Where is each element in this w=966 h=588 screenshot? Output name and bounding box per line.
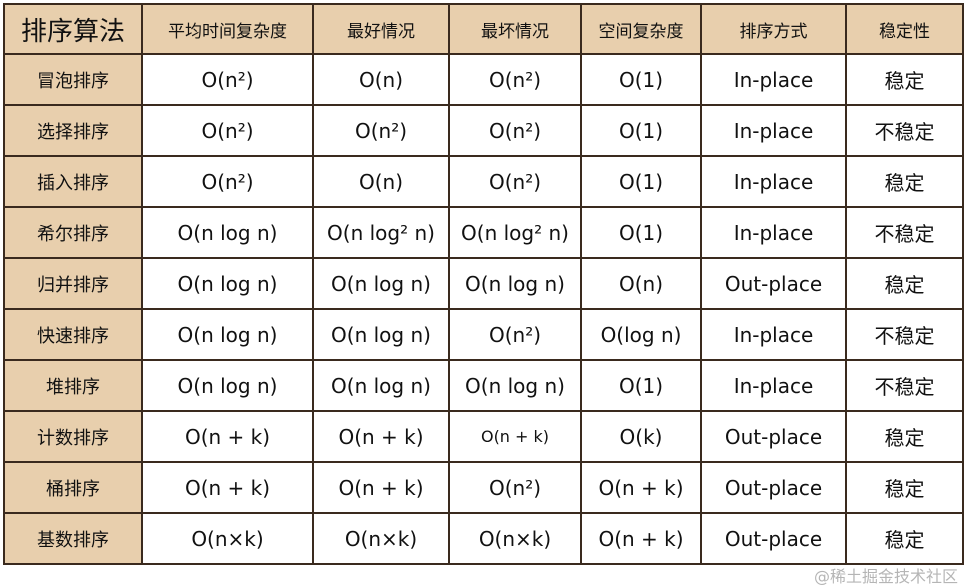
cell-space: O(log n) [580,308,702,361]
cell-worst-case: O(n log n) [448,359,582,412]
cell-space: O(1) [580,155,702,208]
header-worst-case: 最坏情况 [448,3,582,55]
cell-stability: 不稳定 [845,206,964,259]
cell-stability: 不稳定 [845,104,964,157]
cell-worst-case: O(n²) [448,155,582,208]
cell-best-case: O(n²) [312,104,450,157]
table-row: 堆排序 O(n log n) O(n log n) O(n log n) O(1) In-… [3,359,964,412]
cell-algorithm-name: 快速排序 [3,308,143,361]
cell-algorithm-name: 插入排序 [3,155,143,208]
cell-sort-mode: Out-place [700,512,847,565]
cell-sort-mode: In-place [700,359,847,412]
cell-space: O(1) [580,53,702,106]
cell-space: O(1) [580,359,702,412]
cell-sort-mode: In-place [700,155,847,208]
cell-average-time: O(n log n) [141,257,314,310]
table-row: 计数排序 O(n + k) O(n + k) O(n + k) O(k) Out-plac… [3,410,964,463]
table-row: 希尔排序 O(n log n) O(n log² n) O(n log² n) O(1)… [3,206,964,259]
cell-average-time: O(n×k) [141,512,314,565]
cell-stability: 稳定 [845,512,964,565]
cell-algorithm-name: 冒泡排序 [3,53,143,106]
table-row: 快速排序 O(n log n) O(n log n) O(n²) O(log n) In-… [3,308,964,361]
cell-average-time: O(n + k) [141,410,314,463]
cell-sort-mode: In-place [700,308,847,361]
cell-sort-mode: In-place [700,53,847,106]
cell-average-time: O(n²) [141,155,314,208]
cell-average-time: O(n log n) [141,359,314,412]
cell-sort-mode: Out-place [700,461,847,514]
cell-worst-case: O(n×k) [448,512,582,565]
header-row: 排序算法 平均时间复杂度 最好情况 最坏情况 空间复杂度 排序方式 稳定性 [3,3,964,55]
cell-space: O(k) [580,410,702,463]
cell-algorithm-name: 堆排序 [3,359,143,412]
cell-algorithm-name: 桶排序 [3,461,143,514]
cell-best-case: O(n log² n) [312,206,450,259]
cell-best-case: O(n×k) [312,512,450,565]
cell-stability: 稳定 [845,410,964,463]
cell-best-case: O(n log n) [312,359,450,412]
cell-algorithm-name: 基数排序 [3,512,143,565]
cell-average-time: O(n²) [141,53,314,106]
cell-best-case: O(n) [312,53,450,106]
cell-stability: 稳定 [845,155,964,208]
cell-space: O(n + k) [580,461,702,514]
cell-best-case: O(n + k) [312,410,450,463]
cell-worst-case: O(n²) [448,53,582,106]
cell-algorithm-name: 希尔排序 [3,206,143,259]
header-average-time: 平均时间复杂度 [141,3,314,55]
cell-stability: 不稳定 [845,359,964,412]
table-row: 冒泡排序 O(n²) O(n) O(n²) O(1) In-place 稳定 [3,53,964,106]
table-row: 插入排序 O(n²) O(n) O(n²) O(1) In-place 稳定 [3,155,964,208]
cell-best-case: O(n + k) [312,461,450,514]
cell-stability: 稳定 [845,461,964,514]
table-row: 基数排序 O(n×k) O(n×k) O(n×k) O(n + k) Out-place 稳… [3,512,964,565]
cell-stability: 稳定 [845,257,964,310]
cell-sort-mode: Out-place [700,410,847,463]
cell-sort-mode: Out-place [700,257,847,310]
table-row: 选择排序 O(n²) O(n²) O(n²) O(1) In-place 不稳定 [3,104,964,157]
cell-average-time: O(n log n) [141,308,314,361]
cell-stability: 不稳定 [845,308,964,361]
cell-stability: 稳定 [845,53,964,106]
cell-algorithm-name: 计数排序 [3,410,143,463]
cell-space: O(1) [580,104,702,157]
header-best-case: 最好情况 [312,3,450,55]
cell-space: O(n) [580,257,702,310]
cell-worst-case: O(n²) [448,308,582,361]
table-row: 归并排序 O(n log n) O(n log n) O(n log n) O(n) Ou… [3,257,964,310]
header-stability: 稳定性 [845,3,964,55]
cell-best-case: O(n) [312,155,450,208]
cell-space: O(1) [580,206,702,259]
watermark: @稀土掘金技术社区 [813,567,958,586]
table-row: 桶排序 O(n + k) O(n + k) O(n²) O(n + k) Out-plac… [3,461,964,514]
cell-average-time: O(n + k) [141,461,314,514]
cell-best-case: O(n log n) [312,257,450,310]
header-algorithm: 排序算法 [3,3,143,55]
header-sort-mode: 排序方式 [700,3,847,55]
header-space: 空间复杂度 [580,3,702,55]
cell-sort-mode: In-place [700,206,847,259]
cell-space: O(n + k) [580,512,702,565]
cell-worst-case: O(n log² n) [448,206,582,259]
cell-average-time: O(n²) [141,104,314,157]
cell-worst-case: O(n + k) [448,410,582,463]
sorting-complexity-table: 排序算法 平均时间复杂度 最好情况 最坏情况 空间复杂度 排序方式 稳定性 冒泡… [3,3,964,565]
cell-best-case: O(n log n) [312,308,450,361]
cell-algorithm-name: 归并排序 [3,257,143,310]
cell-average-time: O(n log n) [141,206,314,259]
cell-worst-case: O(n²) [448,104,582,157]
cell-worst-case: O(n²) [448,461,582,514]
cell-sort-mode: In-place [700,104,847,157]
cell-algorithm-name: 选择排序 [3,104,143,157]
cell-worst-case: O(n log n) [448,257,582,310]
